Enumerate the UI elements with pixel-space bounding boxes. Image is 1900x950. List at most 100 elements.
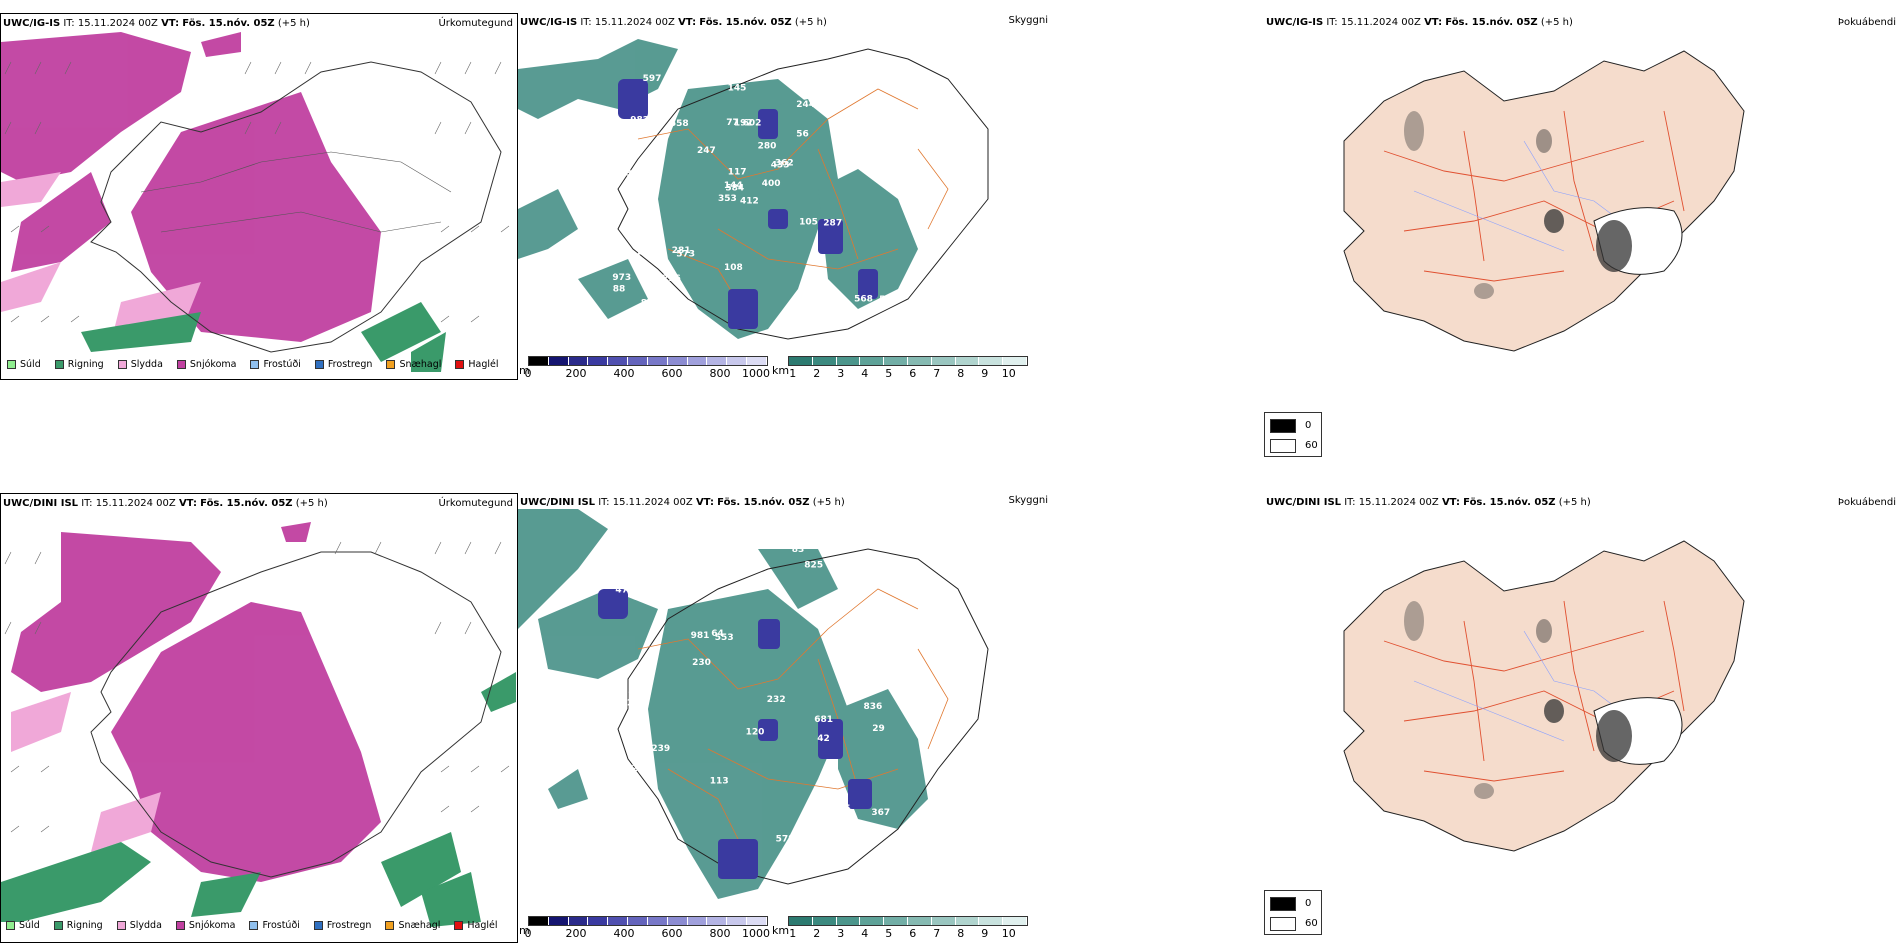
- precip-legend-1: Súld Rigning Slydda Snjókoma Frostúði Fr…: [7, 359, 513, 370]
- visibility-cells: [788, 356, 1028, 366]
- visibility-tick: 9: [981, 927, 989, 940]
- visibility-cells: [788, 916, 1028, 926]
- cloud-base-label: 144: [724, 181, 743, 191]
- cloud-base-label: 230: [692, 658, 711, 668]
- cloud-base-label: 239: [651, 744, 670, 754]
- visibility-tick: 6: [909, 927, 917, 940]
- visibility-map-2: 681 836 401 947 553 195 852 825 981 578 473 280 235 3…: [518, 509, 989, 899]
- cloud-base-label: 52: [621, 699, 634, 709]
- legend-swatch: [176, 360, 186, 369]
- legend-item-frostudi: Frostúði: [250, 359, 301, 370]
- cloud-base-label: 106: [792, 80, 811, 90]
- cloud-base-label: 973: [612, 273, 631, 283]
- cloud-base-label: 195: [832, 804, 851, 814]
- legend-swatch: [6, 921, 15, 930]
- cloud-base-label: 226: [856, 555, 875, 565]
- precip-legend-2-row: Súld Rigning Slydda Snjókoma Frostúði Fr…: [6, 920, 512, 931]
- cloud-base-label: 145: [728, 84, 747, 94]
- legend-item-snaehagl: Snæhagl: [386, 359, 441, 370]
- legend-item-frostregn: Frostregn: [313, 920, 371, 931]
- cloudbase-unit-1: m: [519, 364, 530, 377]
- fog-legend-upper: [1265, 411, 1266, 412]
- legend-item-rigning: Rigning: [53, 920, 103, 931]
- legend-item-sudd: Súld: [6, 920, 40, 931]
- cloud-base-label: 218: [818, 94, 837, 104]
- legend-swatch: [53, 921, 63, 930]
- visibility-tick: 7: [933, 367, 941, 380]
- cloudbase-cells: [528, 356, 768, 366]
- fog-swatch-0: [1270, 419, 1296, 433]
- legend-item-rigning: Rigning: [54, 359, 104, 370]
- fog-label-0: 0: [1305, 898, 1312, 909]
- cloud-base-label: 71: [890, 544, 903, 554]
- cloud-base-label: 553: [715, 633, 734, 643]
- visibility-tick: 3: [837, 367, 845, 380]
- cloud-base-label: 281: [672, 246, 691, 256]
- visibility-map-1: 412 246 584 973 433 573 106 602 244 400 597 555 944 8…: [518, 39, 989, 340]
- cloud-base-label: 105: [799, 217, 818, 227]
- fog-title-2: Þokuábendi: [1837, 497, 1896, 508]
- cloud-base-label: 836: [864, 702, 883, 712]
- legend-item-sudd: Súld: [7, 359, 41, 370]
- cloud-base-label: 77: [726, 118, 739, 128]
- visibility-tick: 8: [957, 367, 965, 380]
- cloudbase-tick: 800: [709, 927, 731, 940]
- cloud-base-label: 947: [666, 558, 685, 568]
- fog-title-1: Þokuábendi: [1837, 17, 1896, 28]
- cloud-base-label: 216: [662, 274, 681, 284]
- legend-swatch: [314, 360, 324, 369]
- visibility-tick: 9: [981, 367, 989, 380]
- visibility-tick: 8: [957, 927, 965, 940]
- visibility-panel-2: UWC/DINI ISL IT: 15.11.2024 00Z VT: Fös.…: [518, 493, 1048, 950]
- fog-swatch-60: [1270, 439, 1296, 453]
- cloud-base-label: 117: [728, 167, 747, 177]
- cloud-base-label: 244: [796, 100, 815, 110]
- cloud-base-label: 362: [775, 158, 794, 168]
- cloud-base-label: 353: [718, 194, 737, 204]
- cloud-base-label: 558: [670, 119, 689, 129]
- legend-swatch: [455, 360, 465, 369]
- cloud-base-label: 412: [740, 197, 759, 207]
- cloud-base-label: 88: [613, 284, 626, 294]
- visibility-unit-2: km: [772, 924, 790, 937]
- fog-map-1: [1343, 50, 1745, 352]
- cloud-base-label: 473: [615, 586, 634, 596]
- cloud-base-label: 176: [636, 248, 655, 258]
- visibility-tick: 5: [885, 367, 893, 380]
- precip-title-2: Úrkomutegund: [438, 498, 513, 509]
- visibility-tick: 1: [789, 367, 797, 380]
- cloudbase-tick: 200: [565, 927, 587, 940]
- legend-item-haglel: Haglél: [454, 920, 498, 931]
- visibility-tick: 2: [813, 927, 821, 940]
- cloud-base-label: 555: [879, 295, 898, 305]
- precip-title-1: Úrkomutegund: [438, 18, 513, 29]
- cloud-base-label: 246: [624, 121, 643, 131]
- cloud-base-label: 332: [603, 161, 622, 171]
- fog-label-60: 60: [1305, 918, 1318, 929]
- fog-panel-2: UWC/DINI ISL IT: 15.11.2024 00Z VT: Fös.…: [1264, 493, 1900, 903]
- cloud-base-label: 80: [641, 299, 654, 309]
- legend-swatch: [454, 921, 464, 930]
- cloud-base-label: 801: [884, 107, 903, 117]
- cloudbase-tick: 400: [613, 927, 635, 940]
- legend-swatch: [385, 921, 395, 930]
- cloud-base-label: 42: [817, 734, 830, 744]
- legend-swatch: [250, 360, 260, 369]
- visibility-tick: 5: [885, 927, 893, 940]
- cloud-base-label: 108: [724, 263, 743, 273]
- fog-swatch-0: [1270, 897, 1296, 911]
- legend-swatch: [249, 921, 259, 930]
- visibility-tick: 10: [1001, 927, 1016, 940]
- vis-title-1: Skyggni: [1008, 15, 1048, 26]
- fog-legend-box-lower: 0 60: [1264, 890, 1322, 935]
- cloud-base-label: 825: [804, 561, 823, 571]
- legend-item-haglel: Haglél: [455, 359, 499, 370]
- vis-header-2: UWC/DINI ISL IT: 15.11.2024 00Z VT: Fös.…: [520, 497, 845, 508]
- cloud-base-label: 235: [619, 569, 638, 579]
- cloud-base-label: 113: [710, 777, 729, 787]
- cloud-base-label: 982: [630, 116, 649, 126]
- cloudbase-colorbar-1: 0 200 400 600 800 1000: [525, 356, 770, 380]
- cloud-base-label: 18: [661, 569, 674, 579]
- cloudbase-tick: 0: [524, 927, 532, 940]
- cloud-base-label: 83: [792, 545, 805, 555]
